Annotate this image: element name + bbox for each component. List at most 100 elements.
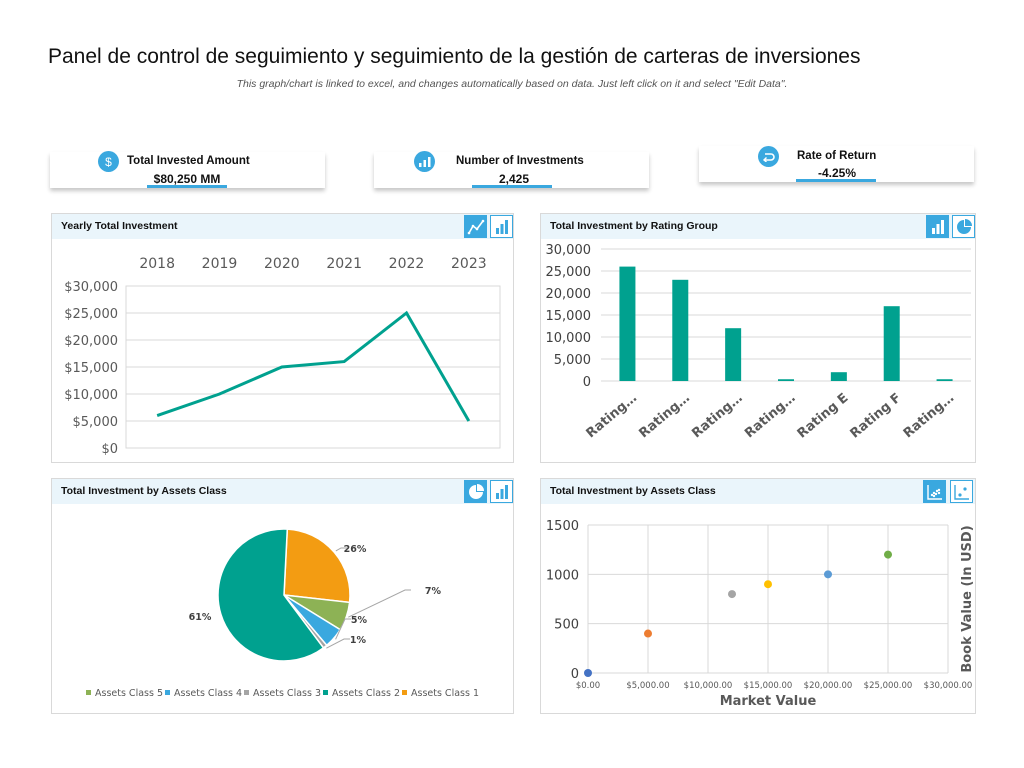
panel-header: Yearly Total Investment (52, 214, 513, 239)
kpi-rate-of-return: Rate of Return -4.25% (699, 146, 974, 182)
kpi-underline (796, 179, 876, 182)
panel-header: Total Investment by Assets Class (541, 479, 975, 504)
x-tick-label: $5,000.00 (626, 681, 669, 691)
legend-label: Assets Class 5 (95, 688, 163, 699)
page-subtitle: This graph/chart is linked to excel, and… (236, 78, 788, 90)
bar-chart-icon (414, 151, 435, 172)
line-chart-button[interactable] (464, 215, 487, 238)
scatter-point (884, 550, 892, 559)
data-label: 1% (350, 635, 367, 646)
legend-swatch (244, 690, 249, 695)
scatter-chart-button[interactable] (923, 480, 946, 503)
x-tick-label: Rating… (584, 391, 640, 442)
y-tick-label: 1000 (546, 568, 579, 583)
x-tick-label: 2019 (202, 256, 238, 272)
x-tick-label: 2023 (451, 256, 487, 272)
leader-line (326, 638, 350, 649)
kpi-total-invested: $ Total Invested Amount $80,250 MM (50, 151, 325, 188)
kpi-value: $80,250 MM (153, 172, 221, 186)
x-tick-label: $20,000.00 (804, 681, 853, 691)
bar (830, 372, 847, 381)
legend-swatch (402, 690, 407, 695)
bar-chart-button[interactable] (490, 215, 513, 238)
return-arrow-icon (758, 146, 779, 167)
x-tick-label: Rating… (689, 391, 745, 442)
panel-header: Total Investment by Assets Class (52, 479, 513, 504)
y-tick-label: $25,000 (64, 307, 118, 322)
x-tick-label: $0.00 (576, 681, 600, 691)
scatter-chart-icon (926, 484, 942, 500)
y-tick-label: $5,000 (73, 415, 119, 430)
scatter-point (764, 580, 772, 589)
plot-area (125, 285, 501, 449)
bar-chart-icon (931, 219, 944, 234)
pie-chart-icon (468, 483, 484, 499)
y-tick-label: $15,000 (64, 361, 118, 376)
y-tick-label: 25,000 (546, 265, 592, 280)
panel-title: Total Investment by Assets Class (550, 485, 716, 497)
data-label: 5% (351, 615, 368, 626)
bar (619, 266, 636, 381)
y-tick-label: $30,000 (64, 280, 118, 295)
kpi-value: 2,425 (498, 172, 530, 186)
x-tick-label: Rating… (901, 391, 957, 442)
scatter-point (584, 669, 592, 677)
kpi-number-investments: Number of Investments 2,425 (374, 151, 649, 188)
series-line (156, 310, 471, 422)
y-axis-title: Book Value (In USD) (960, 525, 975, 672)
data-label: 26% (344, 544, 367, 555)
legend-label: Assets Class 1 (411, 688, 479, 699)
x-tick-label: $25,000.00 (864, 681, 913, 691)
y-tick-label: 10,000 (546, 331, 592, 346)
bar-chart-button[interactable] (490, 480, 513, 503)
yearly-line-chart[interactable]: $0 $5,000 $10,000 $15,000 $20,000 $25,000 $30,… (52, 240, 513, 462)
legend-swatch (323, 690, 328, 695)
x-tick-label: Rating… (742, 391, 798, 442)
pie-chart-button[interactable] (952, 215, 975, 238)
x-tick-label: $10,000.00 (684, 681, 733, 691)
kpi-underline (472, 185, 552, 188)
assets-pie-chart[interactable]: 26% 7% 5% 1% 61% Assets Class 5 Assets Class 4… (52, 505, 513, 713)
scatter-chart-alt-icon (953, 484, 969, 500)
panel-title: Total Investment by Assets Class (61, 485, 227, 497)
leader-line (335, 618, 351, 640)
scatter-point (728, 590, 736, 599)
legend-label: Assets Class 3 (253, 688, 321, 699)
page-title: Panel de control de seguimiento y seguim… (48, 45, 861, 68)
x-tick-label: 2018 (139, 256, 175, 272)
line-chart-icon (467, 219, 484, 234)
y-tick-label: 0 (571, 667, 579, 682)
x-tick-label: 2021 (326, 256, 362, 272)
dollar-icon: $ (98, 151, 119, 172)
scatter-chart-alt-button[interactable] (950, 480, 973, 503)
legend-label: Assets Class 4 (174, 688, 242, 699)
panel-rating-group: Total Investment by Rating Group 0 5,000 1… (540, 213, 976, 463)
assets-scatter-chart[interactable]: 0 500 1000 1500 $0.00 $5,000.00 $10,000.00 $15,… (541, 505, 975, 713)
rating-bar-chart[interactable]: 0 5,000 10,000 15,000 20,000 25,000 30,000 Rati… (541, 240, 975, 462)
leader-line (335, 547, 347, 552)
x-axis-title: Market Value (720, 694, 817, 709)
panel-title: Total Investment by Rating Group (550, 220, 718, 232)
x-tick-label: Rating F (848, 391, 905, 442)
y-tick-label: $20,000 (64, 334, 118, 349)
y-tick-label: $0 (101, 442, 118, 457)
pie-chart-icon (956, 218, 972, 234)
kpi-underline (147, 185, 227, 188)
bar-chart-icon (495, 484, 508, 499)
pie-chart-button[interactable] (464, 480, 487, 503)
pie-slice (217, 528, 325, 662)
pie-slice (283, 528, 351, 604)
data-label: 61% (189, 612, 212, 623)
y-tick-label: $10,000 (64, 388, 118, 403)
y-tick-label: 30,000 (546, 243, 592, 258)
bar (672, 279, 689, 381)
bar (883, 306, 900, 381)
panel-assets-scatter: Total Investment by Assets Class 0 500 100… (540, 478, 976, 714)
bar (936, 379, 953, 381)
bar-chart-button[interactable] (926, 215, 949, 238)
y-tick-label: 1500 (546, 519, 579, 534)
panel-assets-pie: Total Investment by Assets Class 26% 7% 5%… (51, 478, 514, 714)
x-tick-label: 2020 (264, 256, 300, 272)
x-tick-label: $30,000.00 (924, 681, 973, 691)
leader-line (348, 589, 411, 618)
